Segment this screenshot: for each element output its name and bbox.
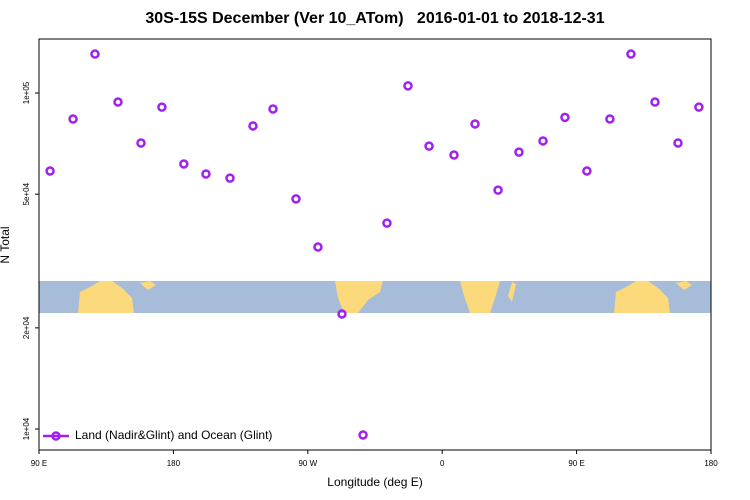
legend-marker xyxy=(51,431,61,441)
point xyxy=(560,112,570,123)
point xyxy=(694,102,704,112)
y-axis-label: N Total xyxy=(0,226,12,263)
point xyxy=(358,430,368,440)
x-axis-label: Longitude (deg E) xyxy=(327,475,422,489)
point xyxy=(582,166,592,176)
point xyxy=(201,169,211,179)
x-tick-label: 90 E xyxy=(568,459,584,468)
x-tick-label: 180 xyxy=(167,459,181,468)
legend-label: Land (Nadir&Glint) and Ocean (Glint) xyxy=(75,428,272,442)
point xyxy=(650,97,660,107)
point xyxy=(90,49,100,59)
x-tick-label: 180 xyxy=(704,459,718,468)
point xyxy=(157,102,167,112)
y-tick-label: 1e+05 xyxy=(22,81,31,104)
x-tick-label: 0 xyxy=(440,459,445,468)
point xyxy=(514,147,524,157)
y-tick-label: 5e+04 xyxy=(22,182,31,205)
point xyxy=(470,119,480,129)
point xyxy=(68,114,78,124)
point xyxy=(424,141,434,151)
point xyxy=(493,185,503,195)
point xyxy=(45,166,55,176)
map-strip xyxy=(39,281,711,313)
point xyxy=(268,104,278,114)
point xyxy=(113,97,123,107)
point xyxy=(382,218,392,228)
point xyxy=(136,138,146,148)
point xyxy=(225,173,235,183)
point xyxy=(291,194,301,204)
point xyxy=(626,49,636,59)
x-tick-label: 90 W xyxy=(298,459,317,468)
point xyxy=(673,138,683,148)
point xyxy=(313,242,323,252)
y-tick-label: 1e+04 xyxy=(22,417,31,440)
y-tick-label: 2e+04 xyxy=(22,316,31,339)
point xyxy=(337,309,347,319)
chart-title: 30S-15S December (Ver 10_ATom) 2016-01-0… xyxy=(145,10,604,27)
point xyxy=(248,121,258,131)
point xyxy=(605,114,615,124)
point xyxy=(538,136,548,146)
x-tick-label: 90 E xyxy=(31,459,47,468)
plot-frame xyxy=(38,38,712,451)
point xyxy=(179,159,189,169)
point xyxy=(449,150,459,160)
point xyxy=(403,81,413,91)
